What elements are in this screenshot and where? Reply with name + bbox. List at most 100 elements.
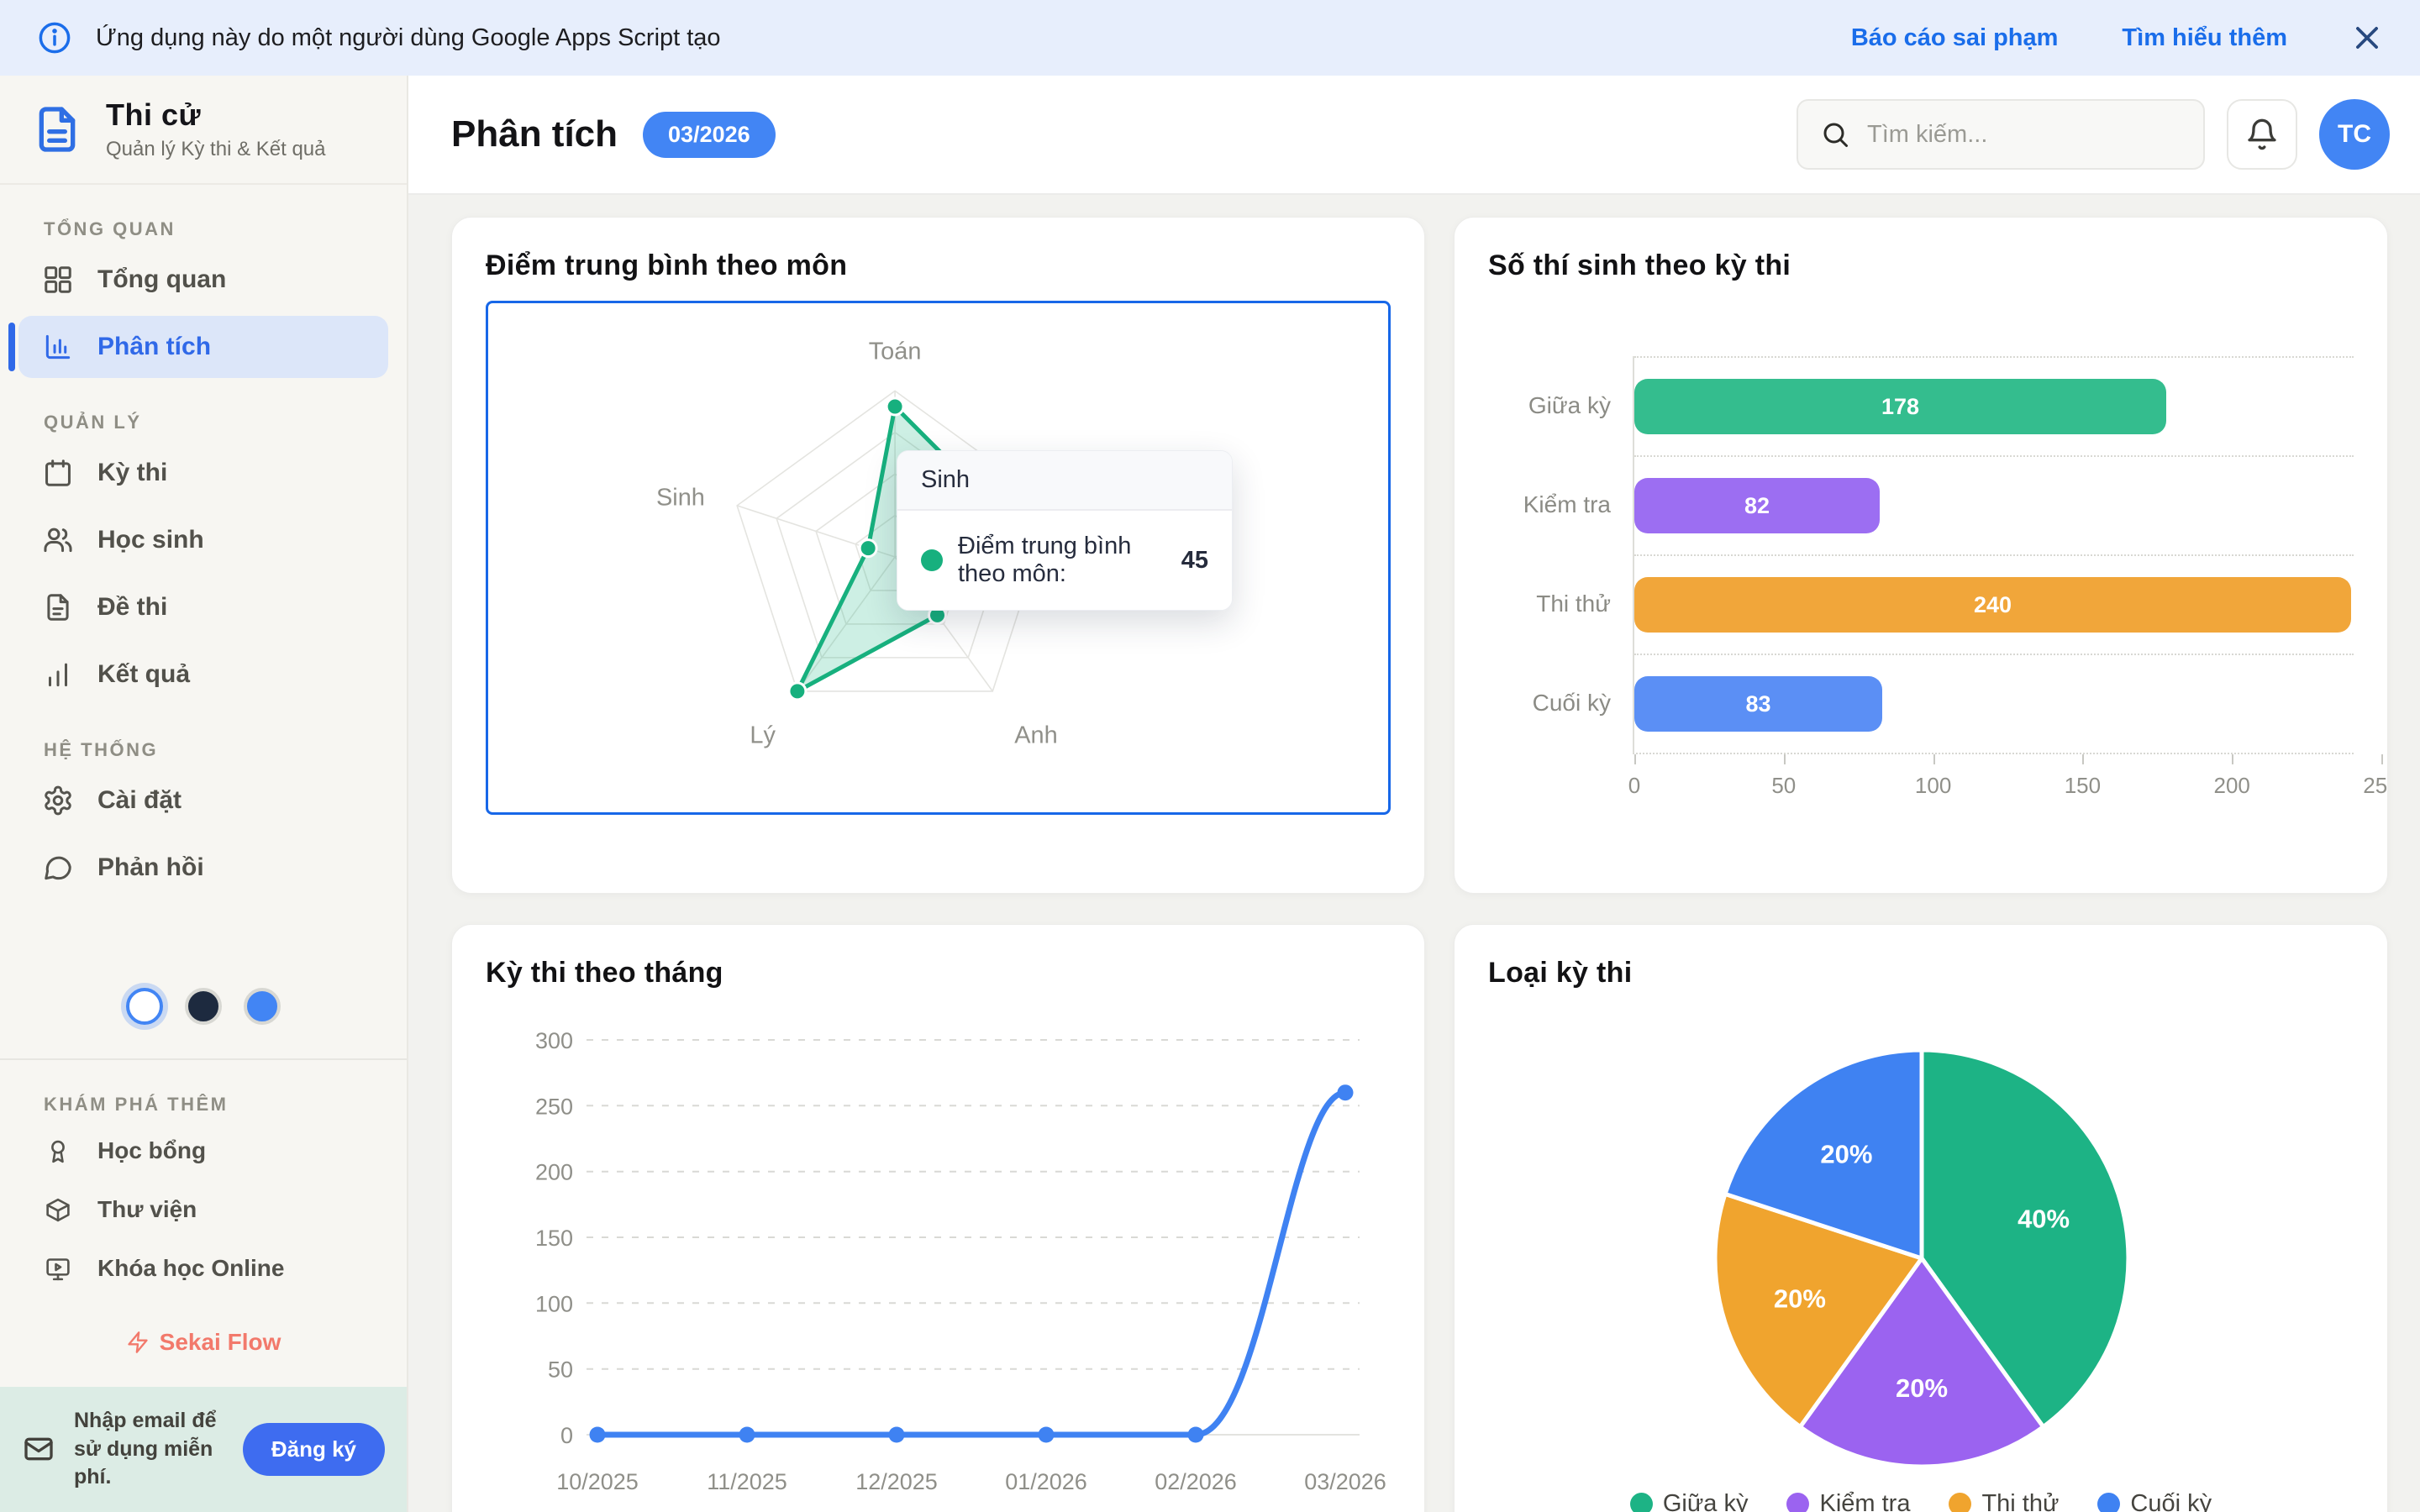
app-logo-block: Thi cử Quản lý Kỳ thi & Kết quả <box>0 76 407 185</box>
close-banner-icon[interactable] <box>2351 22 2383 54</box>
explore-item-label: Thư viện <box>97 1196 197 1222</box>
chart-icon <box>42 331 74 363</box>
explore-item-online-courses[interactable]: Khóa học Online <box>18 1242 388 1295</box>
sidebar-item-label: Cài đặt <box>97 786 182 814</box>
legend-item-4[interactable]: Cuối kỳ <box>2097 1490 2212 1512</box>
pie-chart[interactable]: 40% 20% 20% 20% <box>1488 998 2355 1485</box>
avatar[interactable]: TC <box>2319 99 2390 170</box>
legend-label: Giữa kỳ <box>1662 1490 1749 1512</box>
explore-item-label: Học bổng <box>97 1137 207 1163</box>
app-title: Thi cử <box>106 97 202 132</box>
explore-section-label: KHÁM PHÁ THÊM <box>44 1094 229 1115</box>
bar-3[interactable]: 240 <box>1634 577 2351 633</box>
sidebar-item-feedback[interactable]: Phản hồi <box>18 837 388 899</box>
sidebar-item-results[interactable]: Kết quả <box>18 643 388 706</box>
sidebar-item-students[interactable]: Học sinh <box>18 509 388 571</box>
card-title: Kỳ thi theo tháng <box>486 957 723 989</box>
legend-label: Kiểm tra <box>1819 1490 1911 1512</box>
search-field[interactable] <box>1867 120 2181 149</box>
y-axis-tick-label: 250 <box>535 1094 573 1119</box>
bar-1[interactable]: 178 <box>1634 379 2166 434</box>
email-promo-text: Nhập email để sử dụng miễn phí. <box>74 1408 217 1489</box>
search-icon <box>1820 119 1850 150</box>
sidebar-nav: TỔNG QUAN Tổng quan Phân tích QUẢN LÝ Kỳ thi… <box>0 185 407 904</box>
app-subtitle: Quản lý Kỳ thi & Kết quả <box>106 138 326 160</box>
theme-dot-blue[interactable] <box>244 988 281 1025</box>
report-abuse-link[interactable]: Báo cáo sai phạm <box>1850 24 2059 51</box>
nav-section-label: QUẢN LÝ <box>44 412 142 433</box>
pie-slice-label: 20% <box>1896 1373 1948 1403</box>
legend-label: Cuối kỳ <box>2130 1490 2212 1512</box>
tooltip-title: Sinh <box>897 451 1232 511</box>
y-axis-tick-label: 200 <box>535 1160 573 1185</box>
search-input[interactable] <box>1797 99 2205 170</box>
x-axis-tick-label: 01/2026 <box>1005 1469 1087 1494</box>
radar-axis-label: Sinh <box>656 484 705 511</box>
document-logo-icon <box>30 102 84 156</box>
explore-item-library[interactable]: Thư viện <box>18 1183 388 1236</box>
explore-section: KHÁM PHÁ THÊM Học bổng Thư viện Khóa học On… <box>0 1060 407 1300</box>
sidebar-item-label: Phản hồi <box>97 853 204 881</box>
sidebar-item-label: Học sinh <box>97 526 204 554</box>
legend-item-2[interactable]: Kiểm tra <box>1786 1490 1910 1512</box>
grid-icon <box>42 264 74 296</box>
sekai-flow-brand[interactable]: Sekai Flow <box>0 1329 407 1356</box>
pie-slice-label: 20% <box>1820 1140 1872 1169</box>
brand-label: Sekai Flow <box>159 1329 281 1355</box>
x-axis-tick-label: 200 <box>2213 773 2250 798</box>
monitor-play-icon <box>42 1255 74 1283</box>
legend-item-1[interactable]: Giữa kỳ <box>1629 1490 1749 1512</box>
explore-item-scholarships[interactable]: Học bổng <box>18 1124 388 1178</box>
message-icon <box>42 852 74 884</box>
radar-axis-label: Toán <box>869 338 922 365</box>
theme-dot-dark[interactable] <box>185 988 222 1025</box>
card-candidates-by-exam: Số thí sinh theo kỳ thi Giữa kỳ Kiểm tra T… <box>1454 217 2388 894</box>
sidebar-item-label: Đề thi <box>97 593 168 621</box>
file-icon <box>42 591 74 623</box>
x-axis-tick-label: 50 <box>1771 773 1797 798</box>
line-chart[interactable]: 0 50 100 150 200 250 300 10/2025 11/2025 12/2025 0… <box>486 998 1392 1512</box>
learn-more-link[interactable]: Tìm hiểu thêm <box>2122 24 2287 51</box>
radar-chart[interactable]: ToánHóaAnhLýSinh Sinh Điểm trung bình th… <box>486 301 1391 815</box>
dashboard-grid: Điểm trung bình theo môn ToánHóaAnhLýSin… <box>408 195 2420 1512</box>
sidebar-item-exams[interactable]: Kỳ thi <box>18 442 388 504</box>
sidebar-item-label: Kết quả <box>97 660 191 688</box>
award-icon <box>42 1137 74 1165</box>
bar-value-label: 82 <box>1744 492 1770 518</box>
card-title: Số thí sinh theo kỳ thi <box>1488 249 1791 281</box>
x-axis-tick-label: 0 <box>1628 773 1641 798</box>
banner-text: Ứng dụng này do một người dùng Google Ap… <box>96 24 721 51</box>
pie-slice-2 <box>1797 1256 2046 1469</box>
legend-item-3[interactable]: Thi thử <box>1949 1490 2059 1512</box>
bar-4[interactable]: 83 <box>1634 676 1882 732</box>
legend-dot <box>1786 1493 1810 1512</box>
sidebar-item-overview[interactable]: Tổng quan <box>18 249 388 311</box>
pie-legend: Giữa kỳ Kiểm tra Thi thử Cuối kỳ <box>1488 1490 2354 1512</box>
bar-value-label: 178 <box>1881 393 1920 419</box>
main-area: Phân tích 03/2026 TC <box>408 76 2420 1512</box>
sidebar-item-settings[interactable]: Cài đặt <box>18 769 388 832</box>
bar-category-label: Giữa kỳ <box>1528 392 1611 418</box>
sidebar-item-analytics[interactable]: Phân tích <box>8 316 388 378</box>
sidebar-item-tests[interactable]: Đề thi <box>18 576 388 638</box>
x-axis-tick-label: 03/2026 <box>1304 1469 1386 1494</box>
bar-chart[interactable]: Giữa kỳ Kiểm tra Thi thử Cuối kỳ 178 82 240 83 0… <box>1488 356 2387 813</box>
sidebar-item-label: Phân tích <box>97 333 212 360</box>
google-apps-script-banner: Ứng dụng này do một người dùng Google Ap… <box>0 0 2420 76</box>
bar-value-label: 240 <box>1973 591 2012 617</box>
signup-button[interactable]: Đăng ký <box>242 1422 385 1476</box>
bar-2[interactable]: 82 <box>1634 478 1880 533</box>
notifications-button[interactable] <box>2227 99 2297 170</box>
pie-slice-label: 40% <box>2018 1205 2070 1234</box>
calendar-icon <box>42 457 74 489</box>
y-axis-tick-label: 300 <box>535 1028 573 1053</box>
nav-section-label: HỆ THỐNG <box>44 739 159 760</box>
y-axis-tick-label: 150 <box>535 1226 573 1251</box>
legend-dot <box>1949 1493 1972 1512</box>
tooltip-value: 45 <box>1181 546 1208 574</box>
theme-dot-light[interactable] <box>126 988 163 1025</box>
bar-category-label: Kiểm tra <box>1523 491 1611 517</box>
theme-switcher <box>0 988 407 1025</box>
legend-label: Thi thử <box>1981 1490 2060 1512</box>
